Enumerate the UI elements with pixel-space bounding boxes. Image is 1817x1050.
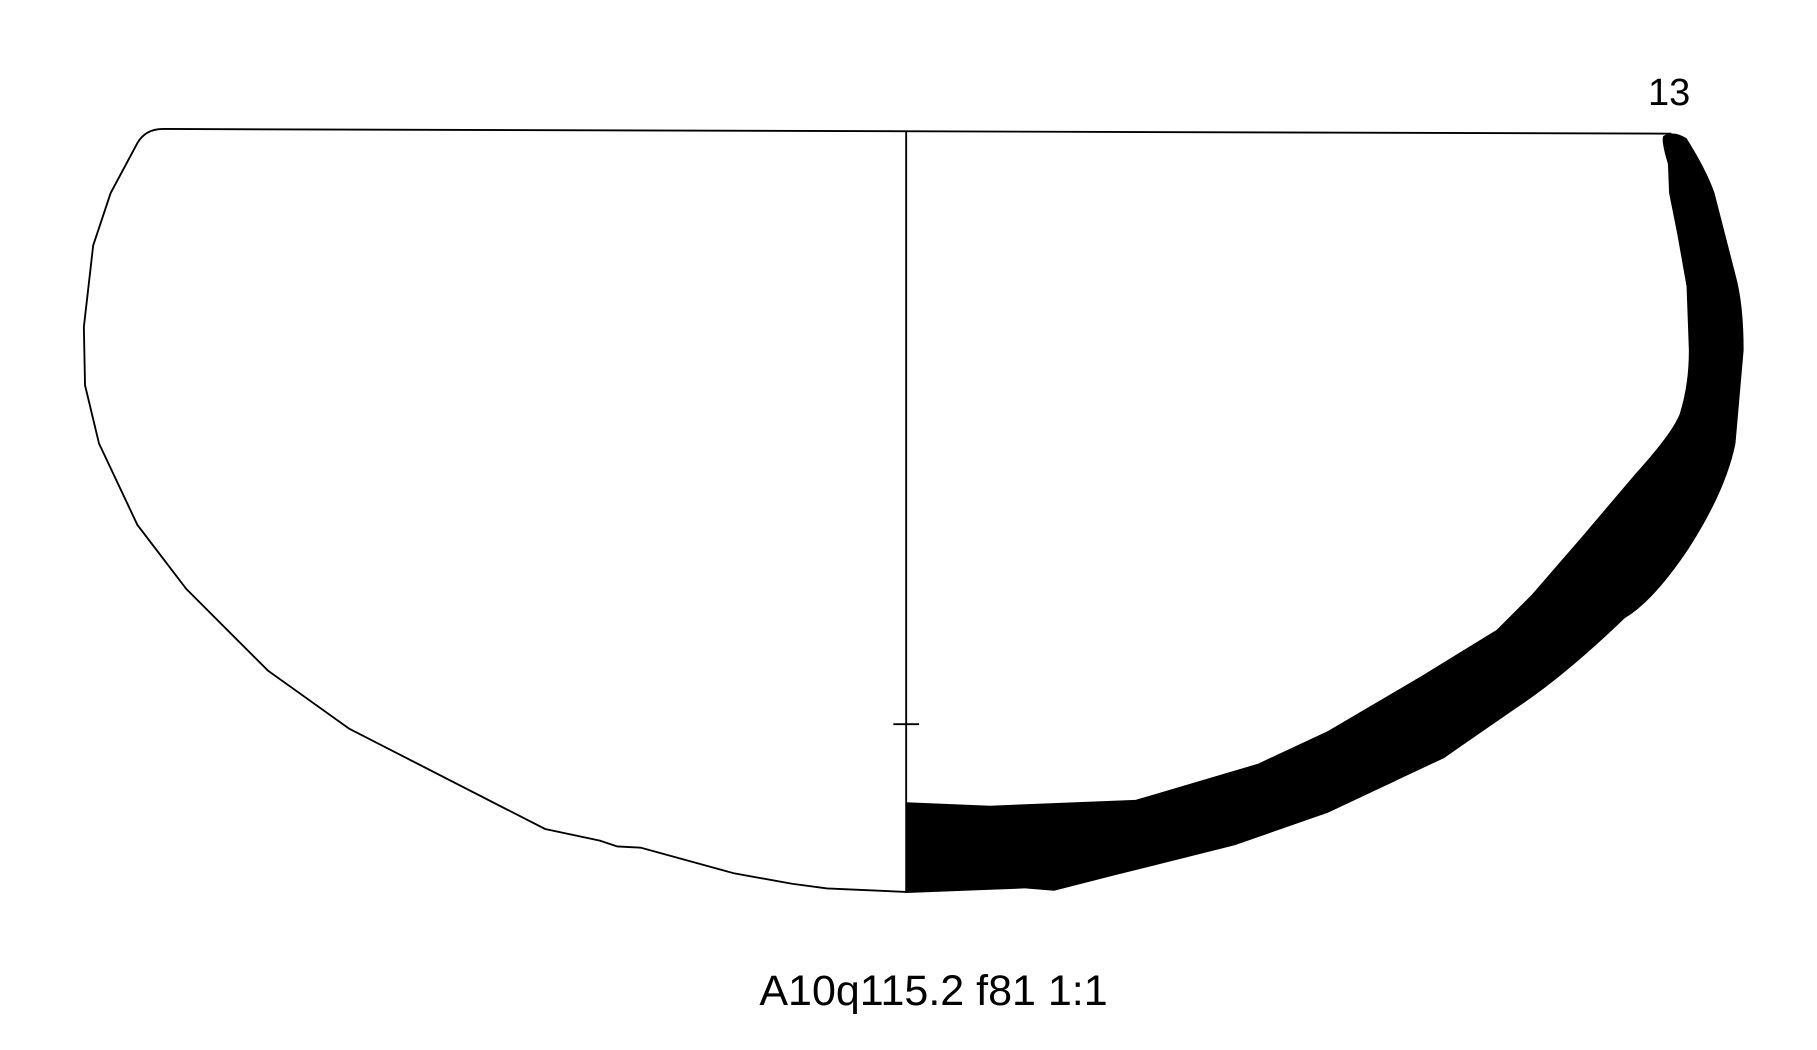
vessel-section-profile bbox=[906, 133, 1744, 894]
vessel-exterior-outline bbox=[82, 128, 1672, 893]
drawing-caption: A10q115.2 f81 1:1 bbox=[759, 967, 1108, 1015]
diameter-label: 13 bbox=[1648, 72, 1691, 114]
